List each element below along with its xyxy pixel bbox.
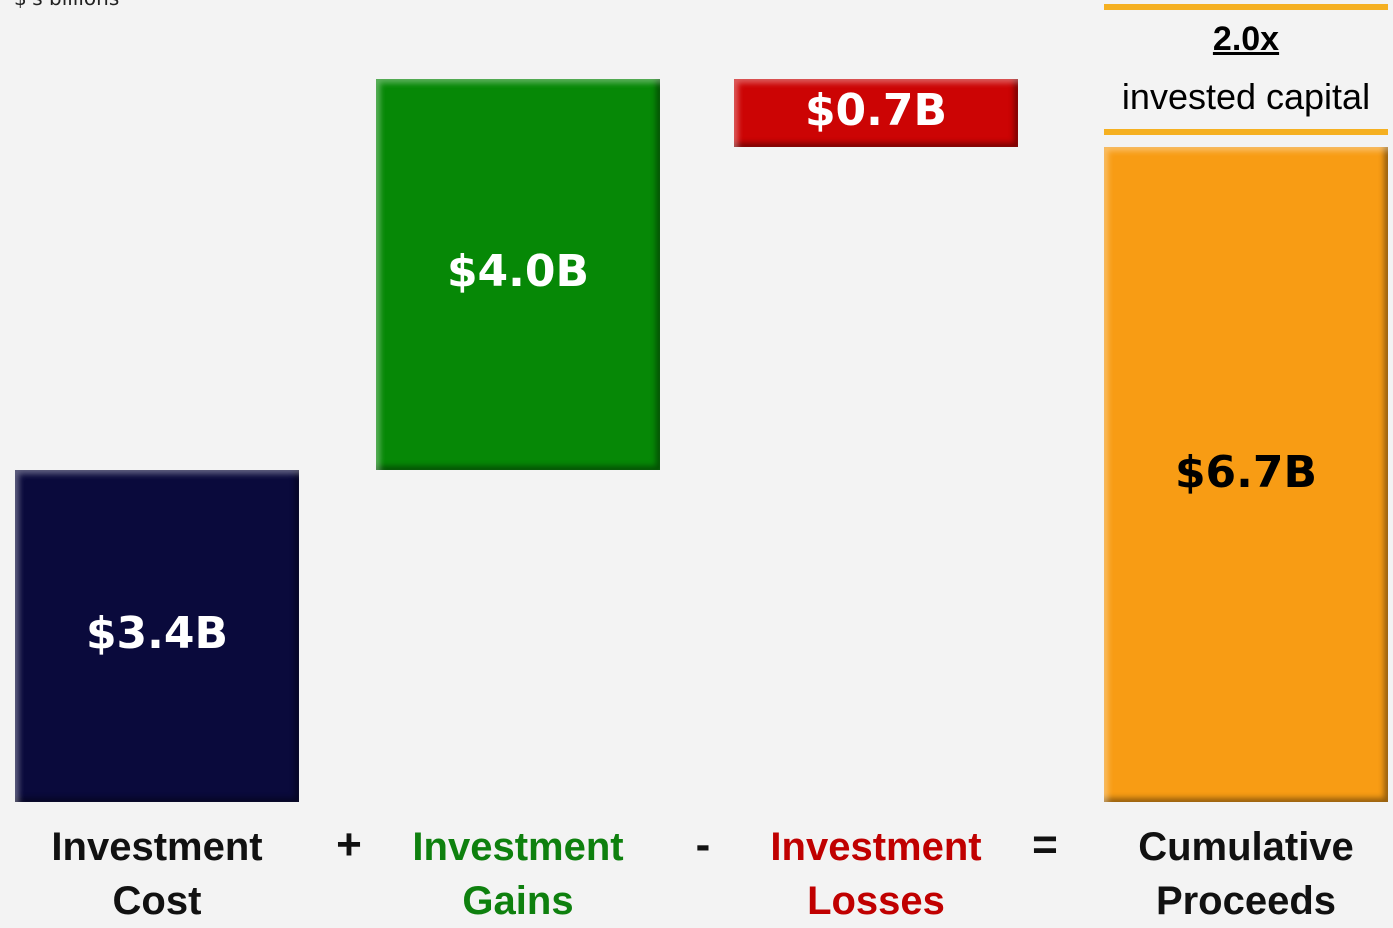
annotation-line [1104,4,1388,10]
annotation-line [1104,129,1388,135]
bar [734,79,1018,148]
category-label: Cumulative Proceeds [1138,825,1354,923]
value-label: $3.4B [85,607,229,659]
value-label: $6.7B [1174,446,1318,498]
category-label: Investment Gains [412,825,624,923]
subtitle: $'s billions [14,0,119,10]
operator: - [695,820,711,869]
value-label: $0.7B [804,85,948,137]
bar [15,469,299,802]
operator: = [1032,820,1058,869]
bar [1104,147,1388,802]
value-label: $4.0B [446,246,590,298]
category-label: Investment Losses [770,825,982,923]
annotation-multiple: 2.0x [1212,20,1280,58]
annotation-text: invested capital [1121,76,1371,117]
operator: + [336,820,362,869]
bar [376,79,660,470]
category-label: Investment Cost [51,825,263,923]
